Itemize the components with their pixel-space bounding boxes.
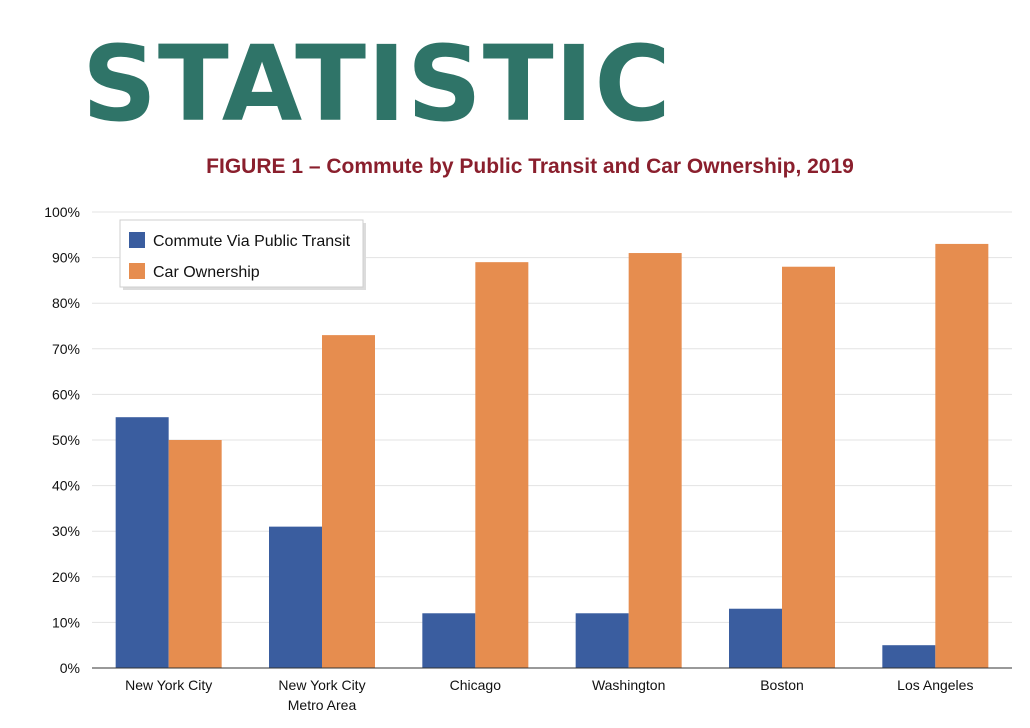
- legend-box: [119, 219, 364, 288]
- y-tick-label: 100%: [44, 204, 80, 220]
- bar: [782, 266, 835, 668]
- y-tick-label: 70%: [52, 341, 80, 357]
- legend-label: Car Ownership: [153, 264, 260, 281]
- category-label: Boston: [760, 677, 804, 693]
- y-tick-label: 30%: [52, 523, 80, 539]
- bar: [628, 253, 682, 669]
- figure-title: FIGURE 1 – Commute by Public Transit and…: [206, 155, 854, 178]
- bar: [475, 262, 529, 668]
- bar: [935, 243, 989, 669]
- bar: [729, 608, 782, 668]
- category-label: Washington: [592, 677, 665, 693]
- y-axis-ticks: 0% 10% 20% 30% 40% 50% 60% 70% 80% 90% 100%: [44, 204, 80, 676]
- legend-swatch: [129, 263, 145, 279]
- bar: [168, 440, 222, 668]
- bar: [575, 613, 629, 668]
- y-tick-label: 80%: [52, 295, 80, 311]
- y-tick-label: 90%: [52, 250, 80, 266]
- legend: Commute Via Public Transit Car Ownership: [119, 219, 366, 290]
- bar: [115, 417, 169, 668]
- y-tick-label: 60%: [52, 386, 80, 402]
- category-label: Los Angeles: [897, 677, 973, 693]
- legend-label: Commute Via Public Transit: [153, 233, 351, 250]
- page-heading: STATISTIC: [82, 23, 672, 145]
- y-tick-label: 50%: [52, 432, 80, 448]
- bar: [422, 613, 476, 668]
- y-tick-label: 40%: [52, 478, 80, 494]
- x-axis-categories: New York City New York City Metro Area Chic…: [125, 677, 973, 713]
- bar: [322, 335, 375, 668]
- bar: [269, 526, 322, 668]
- y-tick-label: 20%: [52, 569, 80, 585]
- bar: [882, 645, 936, 668]
- legend-swatch: [129, 232, 145, 248]
- category-label: Metro Area: [288, 697, 357, 713]
- category-label: New York City: [278, 677, 365, 693]
- category-label: Chicago: [450, 677, 502, 693]
- category-label: New York City: [125, 677, 212, 693]
- bars: [115, 243, 989, 669]
- y-tick-label: 0%: [60, 660, 80, 676]
- y-tick-label: 10%: [52, 614, 80, 630]
